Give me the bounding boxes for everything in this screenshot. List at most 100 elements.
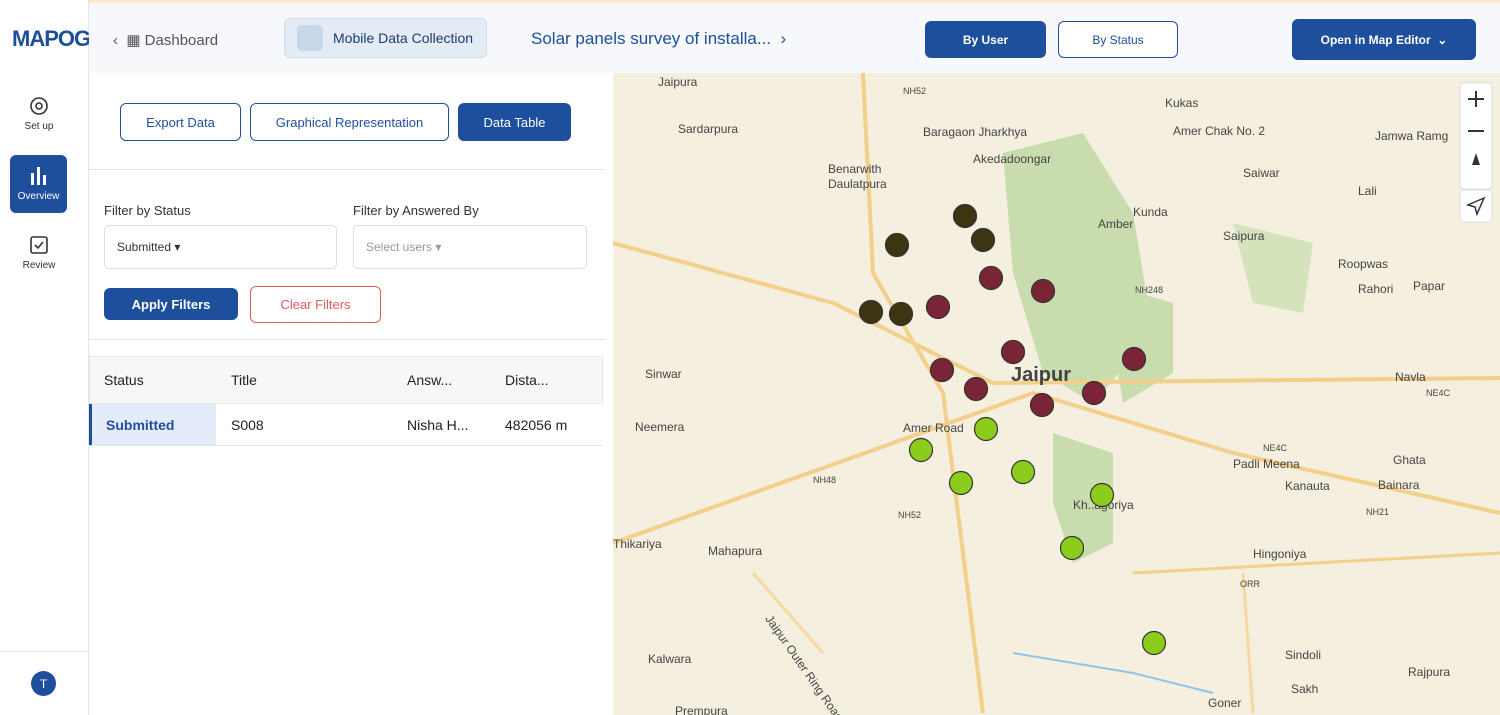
icon (30, 236, 48, 254)
map-marker (929, 357, 955, 383)
by-user-button[interactable]: By User (925, 21, 1046, 58)
filter-label: Filter by Answered By (353, 203, 479, 218)
table-cell[interactable]: Submitted (106, 416, 175, 433)
river (1012, 652, 1214, 694)
map-marker (1010, 459, 1036, 485)
apply-button[interactable]: Apply Filters (104, 288, 238, 320)
breadcrumb[interactable]: ‹ ▦ Dashboard (113, 31, 219, 50)
place-label: Amer Chak No. 2 (1173, 124, 1265, 138)
map-marker (1089, 482, 1115, 508)
place-label: Sinwar (645, 367, 682, 381)
place-label: Padli Meena (1233, 457, 1300, 471)
map-marker (1029, 392, 1055, 418)
road (1241, 572, 1255, 714)
table-cell[interactable]: 482056 m (505, 416, 568, 433)
place-label: Goner (1208, 696, 1241, 710)
place-label: Amber (1098, 217, 1133, 231)
divider (89, 445, 603, 446)
road-shield: NH52 (898, 510, 921, 520)
nav-overview[interactable]: Overview (10, 155, 67, 213)
road (751, 572, 825, 654)
sidebar: MAPOG Set up Overview Review T (0, 0, 91, 715)
column-header[interactable]: Dista... (505, 372, 549, 388)
place-label: Rahori (1358, 282, 1393, 296)
table-cell[interactable]: S008 (231, 416, 264, 433)
avatar[interactable]: T (31, 671, 56, 696)
breadcrumb-text: Dashboard (144, 31, 219, 49)
zoom-icons (1468, 91, 1484, 132)
icon (30, 167, 46, 185)
place-label: Daulatpura (828, 177, 887, 191)
map-marker (888, 301, 914, 327)
place-label: Navla (1395, 370, 1426, 384)
compass (1472, 153, 1480, 165)
place-label: Hingoniya (1253, 547, 1307, 561)
locate-button[interactable] (1459, 189, 1493, 223)
column-header[interactable]: Status (104, 372, 144, 388)
road (1132, 551, 1500, 575)
graph-button[interactable]: Graphical Representation (250, 103, 449, 141)
place-label: Baragaon Jharkhya (923, 125, 1027, 139)
place-label: Kukas (1165, 96, 1198, 110)
status-select[interactable]: Submitted ▾ (104, 225, 337, 269)
module-tab[interactable]: Mobile Data Collection (284, 18, 487, 58)
map-marker (970, 227, 996, 253)
icon (297, 25, 323, 51)
road-shield: NE4C (1263, 443, 1288, 453)
locate-icon (1465, 196, 1486, 217)
place-label: Ghata (1393, 453, 1426, 467)
road-shield: NH48 (813, 475, 836, 485)
place-label: Kanauta (1285, 479, 1330, 493)
map[interactable]: Jaipura NH52 Kukas Sardarpura Baragaon Jhark… (613, 73, 1500, 715)
place-label: Sardarpura (678, 122, 738, 136)
map-marker (1081, 380, 1107, 406)
forest (1103, 283, 1173, 403)
nav-setup[interactable]: Set up (0, 95, 78, 132)
table-header (89, 356, 603, 404)
place-label: Rajpura (1408, 665, 1450, 679)
table-button[interactable]: Data Table (458, 103, 571, 141)
logo[interactable]: MAPOG (12, 26, 91, 51)
forest (1053, 433, 1113, 563)
module-text: Mobile Data Collection (333, 30, 474, 46)
button-text: Open in Map Editor (1320, 32, 1431, 47)
road-shield: NH52 (903, 86, 926, 96)
forest (1233, 223, 1313, 313)
clear-button[interactable]: Clear Filters (250, 286, 381, 323)
map-marker (908, 437, 934, 463)
place-label: Thikariya (613, 537, 662, 551)
place-label: Bainara (1378, 478, 1420, 492)
map-marker (978, 265, 1004, 291)
header: ‹ ▦ Dashboard Mobile Data Collection Sol… (89, 0, 1500, 73)
map-marker (1121, 346, 1147, 372)
place-label: Kalwara (648, 652, 692, 666)
place-label: Sindoli (1285, 648, 1321, 662)
by-status-button[interactable]: By Status (1058, 21, 1178, 58)
map-marker (1059, 535, 1085, 561)
map-marker (858, 299, 884, 325)
place-label: Neemera (635, 420, 685, 434)
user-select[interactable]: Select users ▾ (353, 225, 587, 269)
column-header[interactable]: Title (231, 372, 257, 388)
map-marker (952, 203, 978, 229)
nav-label: Set up (24, 121, 54, 132)
zoom-controls[interactable] (1459, 82, 1493, 190)
nav-review[interactable]: Review (0, 234, 78, 271)
left-panel: Export Data Graphical Representation Dat… (89, 73, 605, 715)
map-marker (1030, 278, 1056, 304)
place-label: Kunda (1133, 205, 1168, 219)
road-shield: NH248 (1135, 285, 1163, 295)
place-label: Saiwar (1243, 166, 1280, 180)
place-label: Mahapura (708, 544, 762, 558)
select-value: Submitted (117, 240, 172, 254)
export-button[interactable]: Export Data (120, 103, 241, 141)
survey-title[interactable]: Solar panels survey of installa... › (531, 29, 787, 48)
selected-cell (89, 404, 216, 445)
map-editor-button[interactable]: Open in Map Editor ⌄ (1292, 19, 1476, 60)
place-label: Lali (1358, 184, 1377, 198)
road-shield: NE4C (1426, 388, 1451, 398)
table-cell[interactable]: Nisha H... (407, 416, 469, 433)
filter-label: Filter by Status (104, 203, 191, 218)
column-header[interactable]: Answ... (407, 372, 453, 388)
